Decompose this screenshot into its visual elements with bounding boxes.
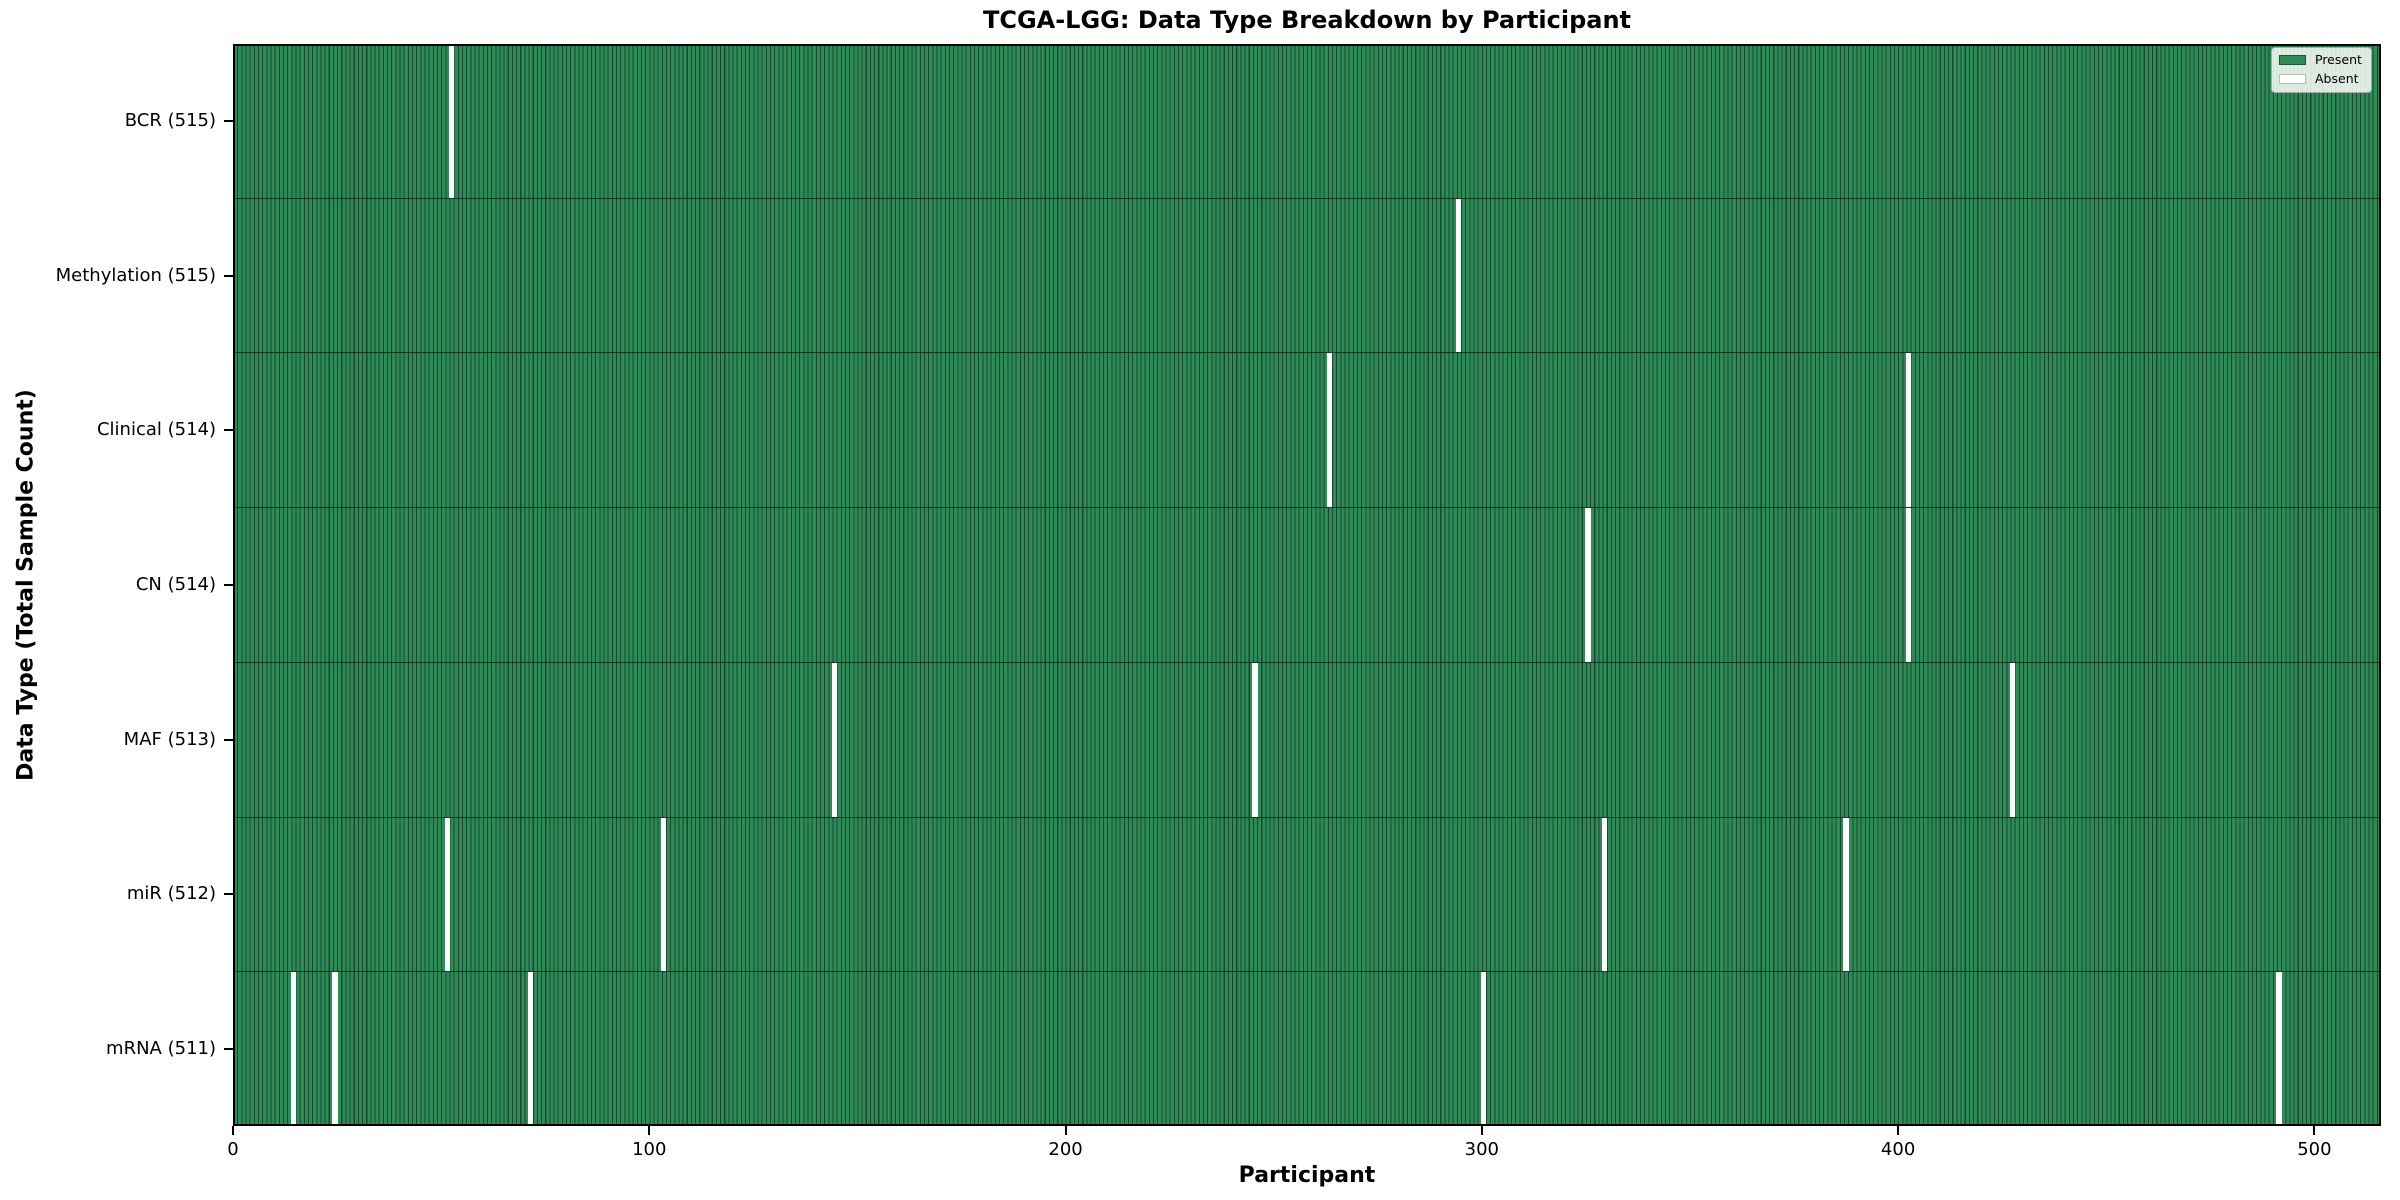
y-tick-mark xyxy=(224,738,233,741)
y-tick-label-MAF: MAF (513) xyxy=(123,728,216,750)
x-tick-mark xyxy=(1064,1126,1067,1135)
absent-marker xyxy=(444,817,450,972)
absent-swatch-icon xyxy=(2279,74,2306,84)
plot-area xyxy=(233,44,2381,1127)
heatmap-rows xyxy=(233,44,2381,1127)
y-tick-mark xyxy=(224,274,233,277)
y-tick-label-Clinical: Clinical (514) xyxy=(96,419,216,441)
absent-marker xyxy=(1843,817,1849,972)
heatmap-row-BCR xyxy=(233,44,2381,198)
present-swatch-icon xyxy=(2279,55,2306,65)
legend-absent-label: Absent xyxy=(2315,71,2359,86)
x-tick-label-400: 400 xyxy=(1880,1139,1916,1160)
absent-marker xyxy=(448,44,455,198)
heatmap-row-Methylation xyxy=(233,197,2381,353)
legend-entry-absent: Absent xyxy=(2279,72,2362,86)
y-tick-mark xyxy=(224,429,233,432)
chart-title: TCGA-LGG: Data Type Breakdown by Partici… xyxy=(982,6,1632,34)
x-tick-label-200: 200 xyxy=(1048,1139,1083,1160)
absent-marker xyxy=(290,972,296,1127)
y-tick-mark xyxy=(224,120,233,123)
x-tick-mark xyxy=(232,1126,234,1135)
x-tick-label-300: 300 xyxy=(1464,1139,1500,1160)
absent-marker xyxy=(1481,972,1487,1127)
y-tick-label-BCR: BCR (515) xyxy=(124,110,216,132)
absent-marker xyxy=(1602,817,1608,972)
absent-marker xyxy=(831,662,838,817)
y-tick-label-mRNA: mRNA (511) xyxy=(106,1037,216,1059)
absent-marker xyxy=(1905,508,1912,662)
x-tick-mark xyxy=(1897,1126,1900,1135)
absent-marker xyxy=(1327,353,1333,508)
y-tick-label-miR: miR (512) xyxy=(126,883,216,905)
legend-entry-present: Present xyxy=(2279,53,2362,67)
absent-marker xyxy=(1905,353,1912,508)
absent-marker xyxy=(332,972,338,1127)
absent-marker xyxy=(2009,662,2016,817)
x-tick-mark xyxy=(1480,1126,1483,1135)
x-tick-label-100: 100 xyxy=(632,1139,667,1160)
absent-marker xyxy=(661,817,667,972)
absent-marker xyxy=(1585,508,1591,662)
absent-marker xyxy=(1456,198,1462,353)
x-tick-label-0: 0 xyxy=(227,1139,239,1160)
heatmap-row-CN xyxy=(233,507,2381,662)
y-tick-mark xyxy=(224,893,233,896)
legend: Present Absent xyxy=(2271,47,2372,93)
absent-marker xyxy=(528,972,534,1127)
y-tick-label-Methylation: Methylation (515) xyxy=(55,264,216,286)
heatmap-row-Clinical xyxy=(233,352,2381,508)
heatmap-row-MAF xyxy=(233,661,2381,817)
heatmap-row-mRNA xyxy=(233,971,2381,1127)
x-tick-label-500: 500 xyxy=(2297,1139,2332,1160)
y-tick-label-CN: CN (514) xyxy=(135,574,216,595)
x-tick-mark xyxy=(2313,1126,2316,1135)
y-tick-mark xyxy=(224,1047,233,1050)
absent-marker xyxy=(2276,972,2282,1127)
heatmap-row-miR xyxy=(233,816,2381,972)
absent-marker xyxy=(1252,662,1258,817)
x-tick-mark xyxy=(648,1126,651,1135)
x-axis-label: Participant xyxy=(1238,1163,1376,1188)
y-tick-mark xyxy=(224,584,233,586)
legend-present-label: Present xyxy=(2315,52,2362,67)
